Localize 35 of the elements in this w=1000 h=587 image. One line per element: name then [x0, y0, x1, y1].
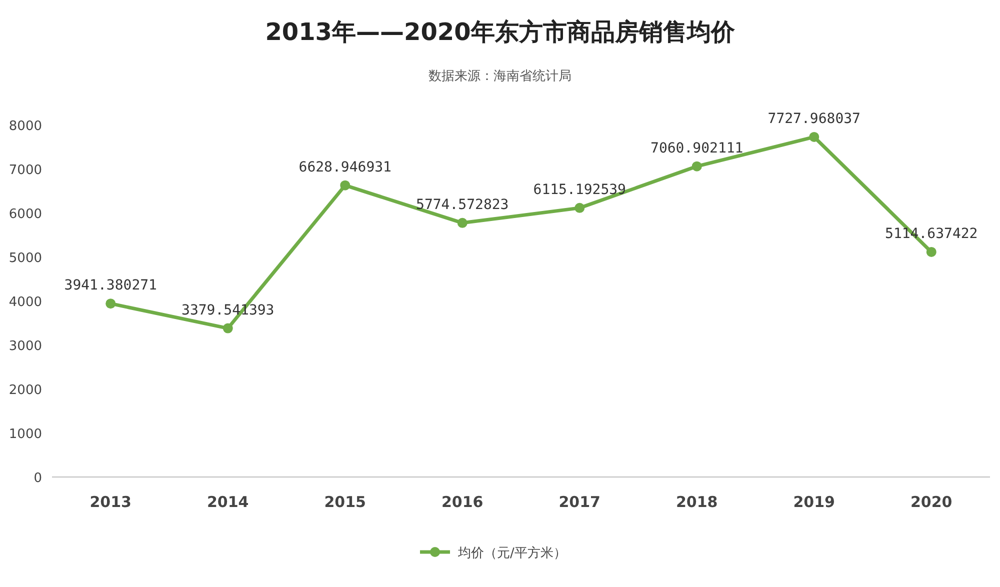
y-tick-label: 6000 — [8, 207, 42, 222]
chart-subtitle: 数据来源：海南省统计局 — [428, 69, 572, 84]
point — [106, 298, 116, 309]
legend-label: 均价（元/平方米） — [457, 545, 566, 561]
y-tick-label: 3000 — [8, 339, 42, 354]
data-label: 6628.946931 — [298, 159, 392, 176]
y-tick-label: 8000 — [8, 119, 42, 134]
y-tick-label: 1000 — [8, 427, 42, 442]
y-tick-label: 0 — [34, 471, 42, 486]
data-label: 6115.192539 — [533, 182, 626, 198]
x-tick-label: 2014 — [207, 493, 249, 511]
data-label: 7727.968037 — [768, 110, 860, 127]
data-label: 3941.380271 — [64, 278, 157, 294]
y-tick-label: 5000 — [8, 251, 42, 266]
x-tick-label: 2019 — [793, 493, 835, 511]
x-tick-label: 2016 — [442, 493, 484, 511]
point — [340, 180, 350, 190]
legend: 均价（元/平方米） — [420, 546, 566, 561]
point — [457, 218, 468, 228]
x-tick-label: 2020 — [910, 493, 952, 511]
x-tick-label: 2017 — [558, 493, 600, 511]
point — [809, 132, 820, 142]
point — [574, 202, 585, 213]
point — [926, 246, 936, 257]
chart-title: 2013年——2020年东方市商品房销售均价 — [265, 18, 736, 46]
x-tick-label: 2013 — [90, 493, 132, 511]
y-tick-label: 7000 — [8, 163, 42, 178]
data-label: 5774.572823 — [416, 196, 509, 213]
x-tick-label: 2015 — [324, 493, 366, 511]
point — [692, 161, 702, 172]
data-label: 7060.902111 — [650, 140, 744, 156]
x-tick-label: 2018 — [676, 493, 718, 511]
y-tick-label: 2000 — [8, 383, 42, 398]
y-tick-label: 4000 — [8, 295, 42, 310]
point — [222, 323, 233, 334]
